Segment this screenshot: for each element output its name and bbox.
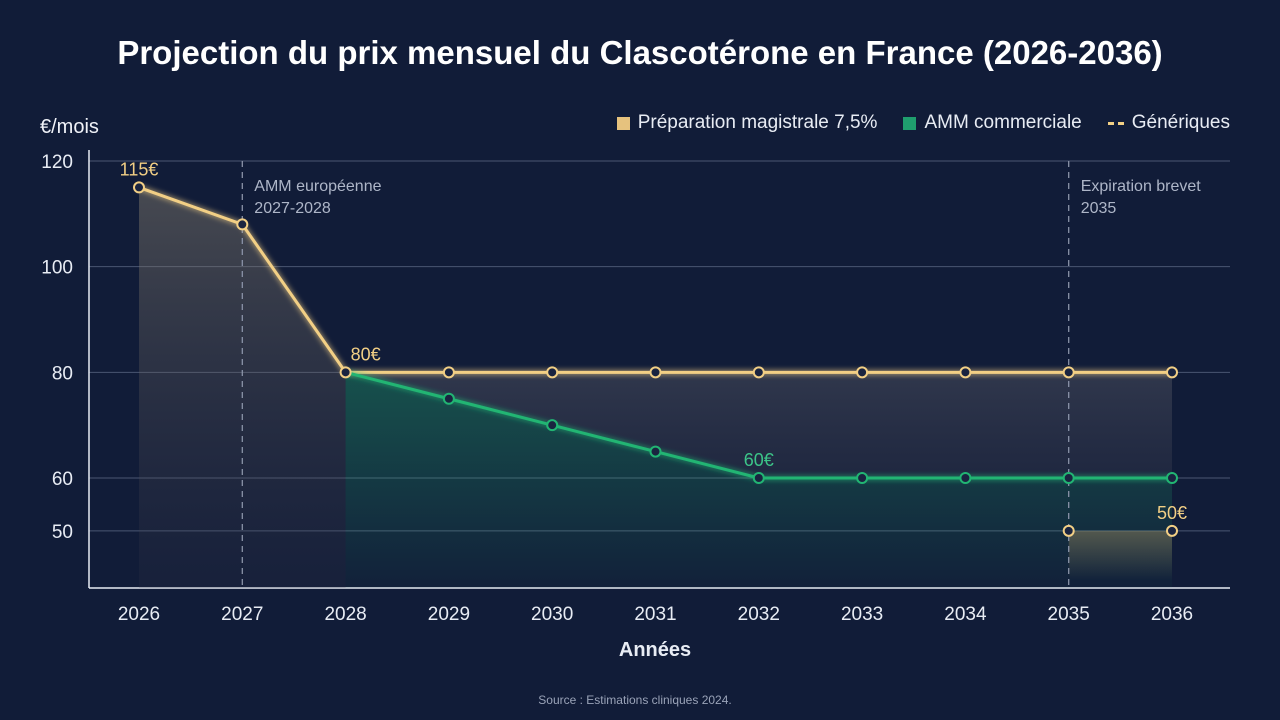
data-label: 50€ [1157, 503, 1187, 523]
x-tick-label: 2026 [118, 604, 160, 625]
data-label: 115€ [120, 159, 159, 179]
x-tick-label: 2036 [1151, 604, 1193, 625]
legend-label: AMM commerciale [924, 112, 1082, 133]
x-tick-label: 2027 [221, 604, 263, 625]
y-tick-label: 120 [41, 152, 73, 173]
data-point [442, 392, 455, 405]
area-gap [345, 372, 1173, 478]
data-point [1062, 524, 1075, 537]
annotation-text: Expiration brevet [1081, 178, 1202, 195]
legend-label: Préparation magistrale 7,5% [637, 112, 878, 133]
legend-swatch [1107, 121, 1124, 125]
legend-swatch [616, 116, 630, 130]
data-point [1166, 524, 1178, 537]
data-point [649, 445, 662, 458]
y-tick-label: 50 [52, 522, 73, 543]
y-tick-label: 100 [41, 258, 73, 279]
y-tick-label: 80 [52, 363, 73, 384]
x-tick-label: 2031 [634, 604, 676, 625]
x-axis-title: Années [618, 639, 692, 661]
x-tick-label: 2030 [531, 604, 573, 625]
x-tick-label: 2032 [738, 604, 780, 625]
y-axis-label: €/mois [40, 116, 99, 138]
legend: Préparation magistrale 7,5% AMM commerci… [616, 112, 1230, 134]
y-tick-label: 60 [52, 469, 73, 490]
x-tick-label: 2035 [1048, 604, 1090, 625]
data-point [649, 366, 662, 379]
x-tick-label: 2034 [944, 604, 987, 625]
data-point [1166, 366, 1178, 379]
area-magistrale [139, 187, 346, 588]
chart-title: Projection du prix mensuel du Clascotéro… [117, 34, 1163, 71]
data-point [546, 366, 559, 379]
data-label: 80€ [351, 344, 381, 364]
data-point [959, 472, 972, 484]
data-point [236, 218, 249, 231]
annotation-text: 2027-2028 [254, 200, 331, 217]
data-point [546, 419, 559, 432]
legend-swatch [903, 116, 917, 130]
data-point [442, 366, 455, 379]
legend-label: Génériques [1131, 112, 1230, 133]
annotation-text: 2035 [1081, 200, 1117, 217]
legend-item-magistrale: Préparation magistrale 7,5% [616, 112, 878, 134]
area-generiques [1068, 530, 1172, 580]
legend-item-generiques: Génériques [1107, 112, 1230, 134]
data-point [959, 366, 972, 379]
source-note: Source : Estimations cliniques 2024. [538, 693, 732, 707]
data-point [752, 366, 765, 379]
data-point [1062, 472, 1075, 484]
legend-item-amm: AMM commerciale [903, 112, 1082, 134]
data-point [133, 181, 145, 194]
x-tick-label: 2029 [428, 604, 470, 625]
data-label: 60€ [744, 450, 774, 470]
annotation-text: AMM européenne [254, 178, 381, 195]
x-tick-label: 2028 [324, 604, 366, 625]
data-point [856, 366, 869, 379]
x-tick-label: 2033 [841, 604, 883, 625]
data-point [1062, 366, 1075, 379]
data-point [1166, 472, 1178, 484]
data-point [856, 472, 869, 484]
data-point [339, 366, 352, 379]
data-point [752, 472, 765, 484]
